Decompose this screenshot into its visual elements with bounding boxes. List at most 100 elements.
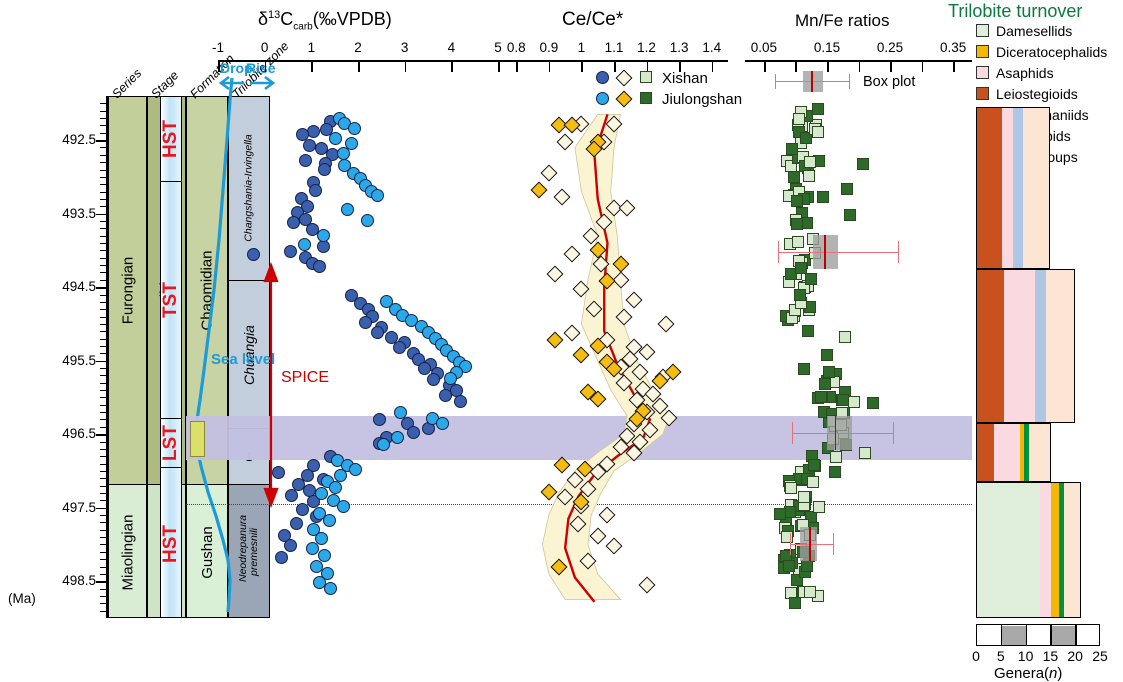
d13c-point bbox=[283, 539, 297, 553]
cece-point bbox=[572, 280, 590, 298]
d13c-point bbox=[317, 163, 331, 177]
d13c-point bbox=[344, 137, 358, 151]
d13c-tick-label: 5 bbox=[494, 40, 502, 55]
cece-point bbox=[546, 331, 564, 349]
genera-tick-label: 15 bbox=[1042, 648, 1059, 664]
d13c-tick bbox=[218, 60, 220, 72]
age-minor-tick bbox=[100, 198, 107, 200]
legend-square-marker bbox=[640, 92, 652, 104]
trilobite-bar-segment bbox=[1022, 107, 1051, 269]
systems-tract-label: HST bbox=[160, 119, 181, 158]
trilobite-interval-frame bbox=[976, 423, 1052, 482]
strat-label: Chaomidian bbox=[198, 250, 216, 331]
cece-tick-label: 1.4 bbox=[702, 40, 722, 55]
strat-label: Changshania-Irvingella bbox=[243, 134, 255, 243]
mnfe-boxplot-cap-low bbox=[792, 421, 794, 444]
mnfe-point bbox=[791, 218, 804, 231]
age-minor-tick bbox=[100, 544, 107, 546]
mnfe-boxplot-whisker bbox=[790, 544, 834, 546]
age-minor-tick bbox=[100, 220, 107, 222]
mnfe-boxplot-cap-high bbox=[893, 421, 895, 444]
mnfe-point bbox=[811, 126, 824, 139]
age-minor-tick bbox=[100, 294, 107, 296]
age-minor-tick bbox=[100, 610, 107, 612]
age-minor-tick bbox=[100, 595, 107, 597]
cece-point bbox=[657, 315, 675, 333]
age-minor-tick bbox=[100, 463, 107, 465]
d13c-tick bbox=[404, 60, 407, 72]
d13c-point bbox=[371, 326, 385, 340]
cece-point bbox=[592, 255, 610, 273]
age-minor-tick bbox=[100, 478, 107, 480]
d13c-tick-label: 2 bbox=[354, 40, 362, 55]
cece-point bbox=[605, 537, 623, 555]
d13c-point bbox=[317, 549, 331, 562]
age-minor-tick bbox=[100, 368, 107, 370]
legend-square-marker bbox=[640, 71, 652, 83]
systems-tract-cell: LST bbox=[161, 419, 181, 469]
d13c-point bbox=[385, 330, 399, 344]
d13c-point bbox=[301, 468, 315, 482]
mnfe-point bbox=[801, 325, 814, 338]
d13c-point bbox=[296, 127, 310, 141]
strat-cell: Gushan bbox=[187, 485, 227, 617]
mnfe-point bbox=[781, 531, 794, 543]
age-minor-tick bbox=[100, 191, 107, 193]
mnfe-tick-label: 0.15 bbox=[813, 40, 841, 55]
d13c-point bbox=[307, 458, 321, 472]
d13c-tick-label: -1 bbox=[211, 40, 225, 55]
lst-marker-box bbox=[190, 420, 205, 457]
mnfe-title: Mn/Fe ratios bbox=[795, 11, 890, 30]
systems-tract-cell: TST bbox=[161, 182, 181, 420]
age-minor-tick bbox=[100, 154, 107, 156]
d13c-tick-label: 3 bbox=[400, 40, 409, 55]
mnfe-point bbox=[856, 158, 869, 170]
age-tick-label: 493.5 bbox=[62, 205, 96, 221]
mnfe-point bbox=[786, 143, 799, 156]
d13c-point bbox=[316, 229, 330, 243]
trilobite-legend-swatch bbox=[976, 45, 989, 58]
d13c-point bbox=[349, 462, 363, 476]
mnfe-point bbox=[804, 273, 817, 286]
systems-tract-label: HST bbox=[160, 524, 181, 563]
mnfe-tick-label: 0.25 bbox=[876, 40, 904, 55]
legend-diamond-marker bbox=[615, 69, 633, 87]
mnfe-point bbox=[797, 490, 810, 503]
genera-axis-shade bbox=[1000, 625, 1026, 645]
age-minor-tick bbox=[100, 132, 107, 134]
age-tick-label: 494.5 bbox=[62, 279, 96, 295]
cece-point bbox=[563, 245, 581, 263]
age-minor-tick bbox=[100, 397, 107, 399]
age-minor-tick bbox=[100, 243, 107, 245]
age-minor-tick bbox=[100, 353, 107, 355]
age-minor-tick bbox=[100, 323, 107, 325]
cece-point bbox=[605, 115, 623, 133]
age-minor-tick bbox=[100, 573, 107, 575]
systems-tract-cell: HST bbox=[160, 468, 181, 617]
trilobite-bar-segment bbox=[976, 423, 994, 482]
trilobite-legend-swatch bbox=[976, 24, 989, 37]
age-minor-tick bbox=[100, 390, 107, 392]
age-minor-tick bbox=[100, 176, 107, 178]
mnfe-point bbox=[785, 482, 798, 495]
genera-tick-label: 20 bbox=[1067, 648, 1083, 664]
mnfe-point bbox=[793, 288, 806, 301]
d13c-tick bbox=[358, 60, 360, 72]
systems-tract-cell: HST bbox=[161, 97, 181, 182]
mnfe-point bbox=[787, 171, 800, 184]
mnfe-boxplot-cap-high bbox=[833, 533, 835, 556]
cece-tick bbox=[711, 60, 714, 72]
d13c-point bbox=[299, 213, 313, 226]
mnfe-point bbox=[774, 508, 787, 521]
cece-point bbox=[589, 241, 607, 259]
spice-highlight-band bbox=[186, 415, 972, 460]
age-minor-tick bbox=[100, 448, 107, 450]
cece-tick-label: 0.9 bbox=[539, 40, 559, 55]
cece-point bbox=[598, 506, 616, 524]
mnfe-boxplot-cap-high bbox=[897, 240, 899, 263]
mnfe-point bbox=[839, 331, 852, 344]
trilobite-bar-segment bbox=[976, 481, 1041, 618]
trilobite-legend-swatch bbox=[976, 66, 989, 79]
cece-point bbox=[618, 199, 636, 217]
